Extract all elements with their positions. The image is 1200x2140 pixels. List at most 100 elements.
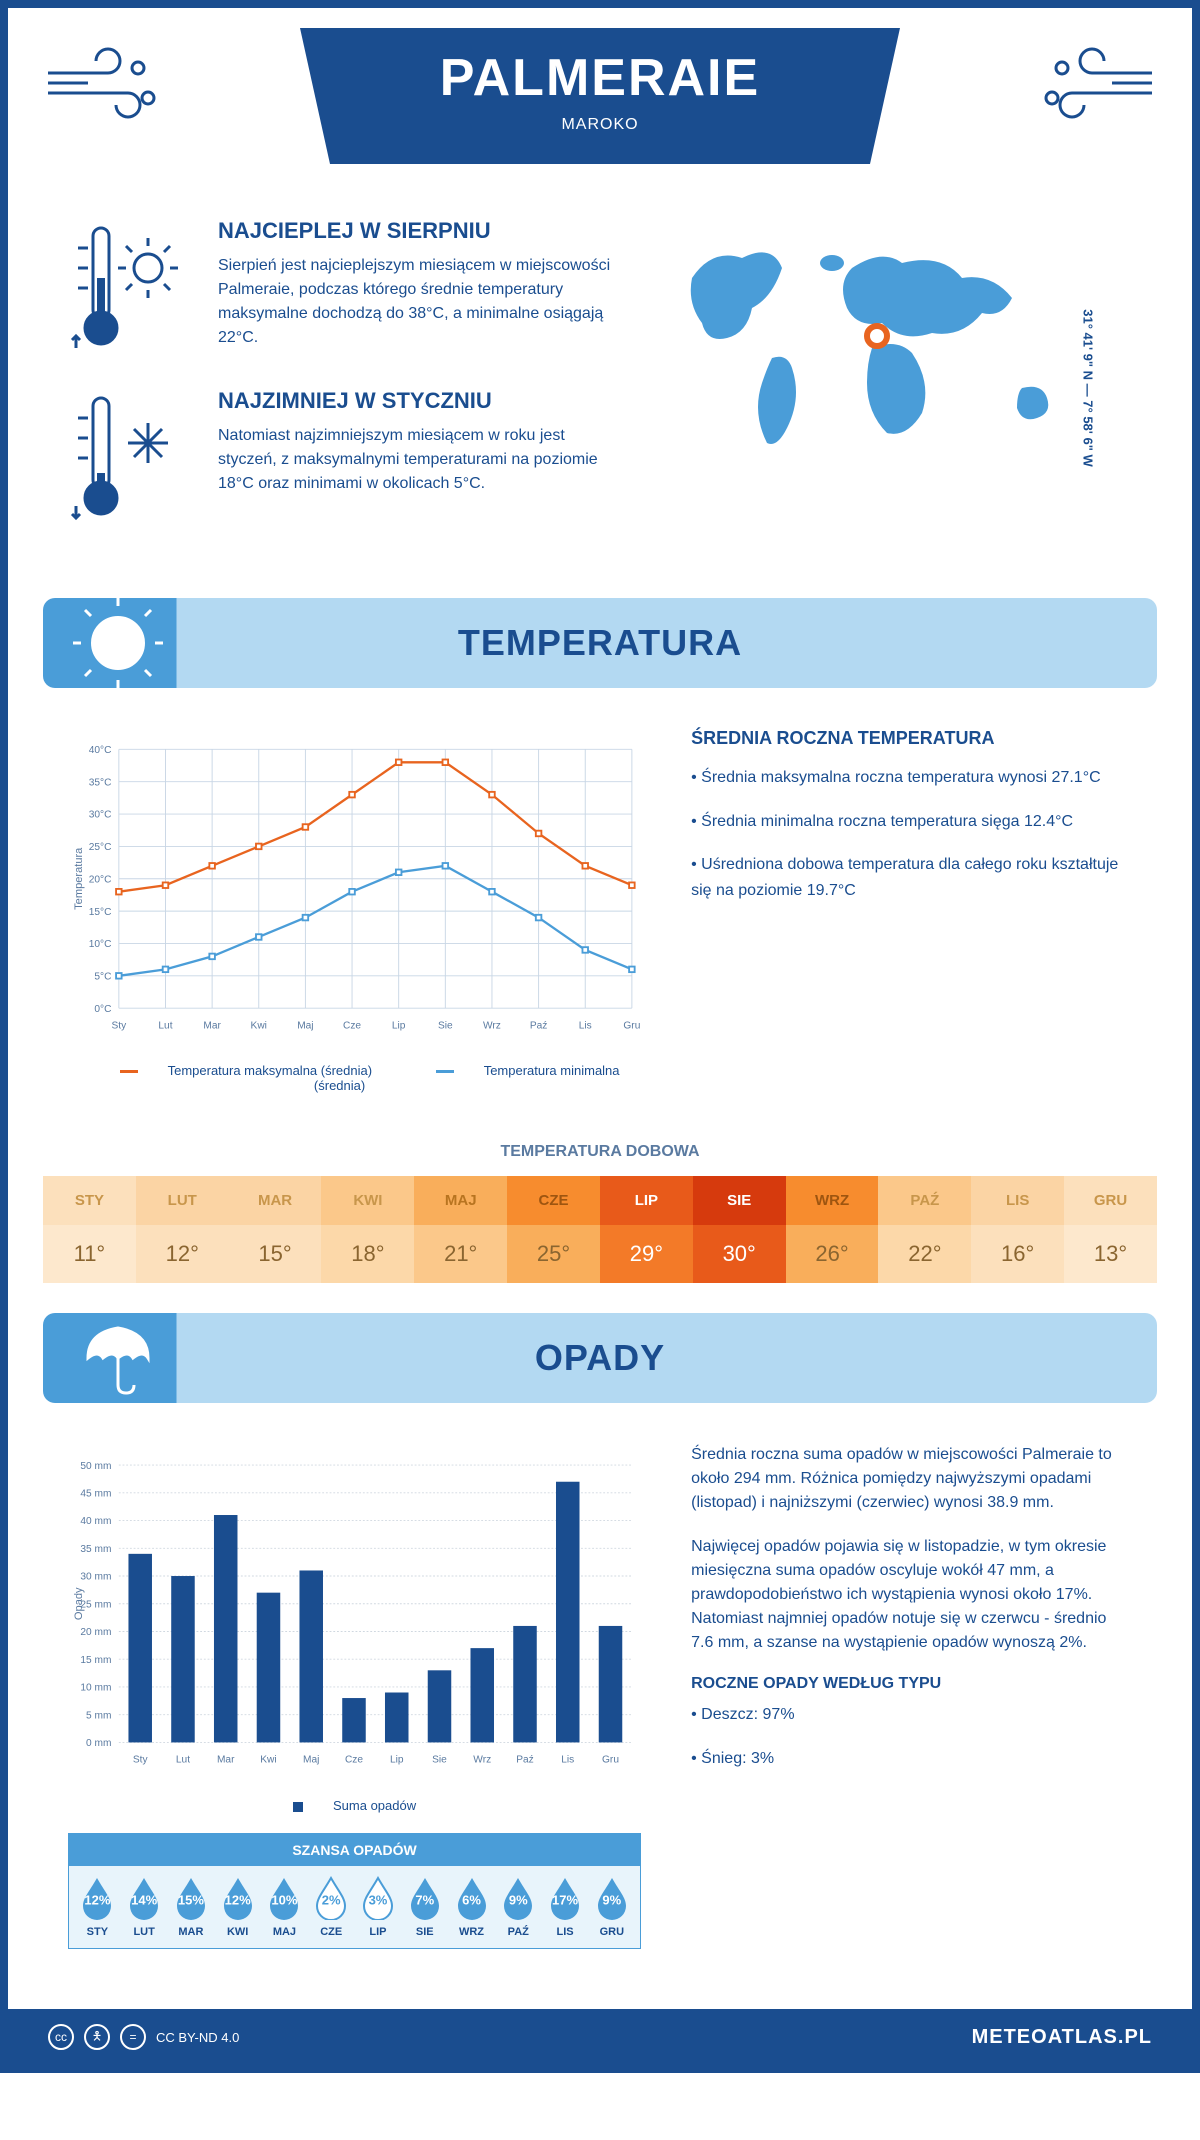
svg-text:5 mm: 5 mm [86,1710,111,1721]
chance-cell: 12% KWI [214,1876,261,1938]
daily-cell: LIS 16° [971,1176,1064,1283]
legend-precip: Suma opadów [333,1798,416,1813]
chance-cell: 14% LUT [121,1876,168,1938]
daily-cell: MAJ 21° [414,1176,507,1283]
svg-text:5°C: 5°C [94,972,111,983]
svg-text:25°C: 25°C [89,842,112,853]
svg-text:Lut: Lut [158,1021,172,1032]
temperature-section-header: TEMPERATURA [43,598,1157,688]
map-area: 31° 41' 9" N — 7° 58' 6" W [652,218,1132,558]
svg-text:45 mm: 45 mm [80,1489,111,1500]
precip-type-0: • Deszcz: 97% [691,1703,1132,1727]
svg-text:Wrz: Wrz [483,1021,501,1032]
svg-text:10 mm: 10 mm [80,1683,111,1694]
daily-cell: PAŹ 22° [878,1176,971,1283]
thermometer-cold-icon [68,388,198,528]
svg-text:Lip: Lip [390,1755,404,1766]
temp-info: ŚREDNIA ROCZNA TEMPERATURA • Średnia mak… [691,728,1132,1093]
footer-site: METEOATLAS.PL [972,2026,1152,2049]
daily-cell: KWI 18° [321,1176,414,1283]
svg-text:10°C: 10°C [89,939,112,950]
svg-text:Mar: Mar [203,1021,221,1032]
daily-temp-title: TEMPERATURA DOBOWA [8,1143,1192,1161]
chance-cell: 3% LIP [355,1876,402,1938]
daily-cell: WRZ 26° [786,1176,879,1283]
temp-info-title: ŚREDNIA ROCZNA TEMPERATURA [691,728,1132,749]
precip-para2: Najwięcej opadów pojawia się w listopadz… [691,1535,1132,1655]
svg-text:35°C: 35°C [89,777,112,788]
svg-text:Sie: Sie [432,1755,447,1766]
temp-bullet-1: • Średnia minimalna roczna temperatura s… [691,809,1132,835]
svg-text:Lis: Lis [561,1755,574,1766]
coordinates: 31° 41' 9" N — 7° 58' 6" W [1081,309,1096,467]
temperature-body: 0°C5°C10°C15°C20°C25°C30°C35°C40°CStyLut… [8,708,1192,1113]
cold-title: NAJZIMNIEJ W STYCZNIU [218,388,612,414]
svg-text:Lut: Lut [176,1755,190,1766]
warm-block: NAJCIEPLEJ W SIERPNIU Sierpień jest najc… [68,218,612,358]
precip-legend: Suma opadów [68,1798,641,1813]
world-map [652,218,1132,478]
svg-text:40 mm: 40 mm [80,1516,111,1527]
temp-bullet-2: • Uśredniona dobowa temperatura dla całe… [691,852,1132,903]
daily-cell: LIP 29° [600,1176,693,1283]
by-icon: 🯅 [84,2024,110,2050]
daily-cell: LUT 12° [136,1176,229,1283]
svg-text:Sie: Sie [438,1021,453,1032]
precip-type-title: ROCZNE OPADY WEDŁUG TYPU [691,1675,1132,1693]
nd-icon: = [120,2024,146,2050]
precip-section-header: OPADY [43,1313,1157,1403]
footer-license: cc 🯅 = CC BY-ND 4.0 [48,2024,239,2050]
cold-text: Natomiast najzimniejszym miesiącem w rok… [218,424,612,496]
chance-table: SZANSA OPADÓW 12% STY 14% LUT 15% MAR 12… [68,1833,641,1949]
daily-cell: SIE 30° [693,1176,786,1283]
chance-title: SZANSA OPADÓW [69,1834,640,1866]
umbrella-icon [73,1313,163,1403]
svg-text:40°C: 40°C [89,745,112,756]
precip-body: 0 mm5 mm10 mm15 mm20 mm25 mm30 mm35 mm40… [8,1423,1192,1969]
country-subtitle: MAROKO [340,116,860,134]
svg-text:0°C: 0°C [94,1004,111,1015]
precip-bar-chart: 0 mm5 mm10 mm15 mm20 mm25 mm30 mm35 mm40… [68,1443,641,1783]
chance-cell: 17% LIS [542,1876,589,1938]
svg-text:Wrz: Wrz [473,1755,491,1766]
svg-text:Mar: Mar [217,1755,235,1766]
svg-text:20 mm: 20 mm [80,1627,111,1638]
daily-temp-table: STY 11° LUT 12° MAR 15° KWI 18° MAJ 21° … [43,1176,1157,1283]
chance-cell: 2% CZE [308,1876,355,1938]
precip-type-1: • Śnieg: 3% [691,1747,1132,1771]
svg-text:Gru: Gru [623,1021,640,1032]
wind-icon-right [1022,38,1162,138]
intro-section: NAJCIEPLEJ W SIERPNIU Sierpień jest najc… [8,208,1192,578]
chance-cell: 10% MAJ [261,1876,308,1938]
svg-text:Gru: Gru [602,1755,619,1766]
svg-text:Cze: Cze [345,1755,363,1766]
chance-cell: 7% SIE [401,1876,448,1938]
cold-block: NAJZIMNIEJ W STYCZNIU Natomiast najzimni… [68,388,612,528]
precip-info: Średnia roczna suma opadów w miejscowośc… [691,1443,1132,1949]
temperature-line-chart: 0°C5°C10°C15°C20°C25°C30°C35°C40°CStyLut… [68,728,641,1048]
page-footer: cc 🯅 = CC BY-ND 4.0 METEOATLAS.PL [8,2009,1192,2065]
sun-icon [73,598,163,688]
svg-text:Paź: Paź [530,1021,548,1032]
daily-cell: GRU 13° [1064,1176,1157,1283]
svg-text:Maj: Maj [303,1755,319,1766]
svg-text:Temperatura: Temperatura [73,847,85,910]
warm-title: NAJCIEPLEJ W SIERPNIU [218,218,612,244]
daily-cell: CZE 25° [507,1176,600,1283]
chance-cell: 6% WRZ [448,1876,495,1938]
temp-section-title: TEMPERATURA [43,622,1157,664]
svg-text:Paź: Paź [516,1755,534,1766]
cc-icon: cc [48,2024,74,2050]
chance-cell: 12% STY [74,1876,121,1938]
svg-text:20°C: 20°C [89,874,112,885]
chance-cell: 9% GRU [588,1876,635,1938]
svg-text:0 mm: 0 mm [86,1738,111,1749]
svg-text:15 mm: 15 mm [80,1655,111,1666]
svg-text:50 mm: 50 mm [80,1461,111,1472]
svg-text:30°C: 30°C [89,810,112,821]
svg-text:Kwi: Kwi [260,1755,276,1766]
city-title: PALMERAIE [340,48,860,108]
legend-max: Temperatura maksymalna (średnia) [168,1063,372,1078]
warm-text: Sierpień jest najcieplejszym miesiącem w… [218,254,612,350]
thermometer-hot-icon [68,218,198,358]
